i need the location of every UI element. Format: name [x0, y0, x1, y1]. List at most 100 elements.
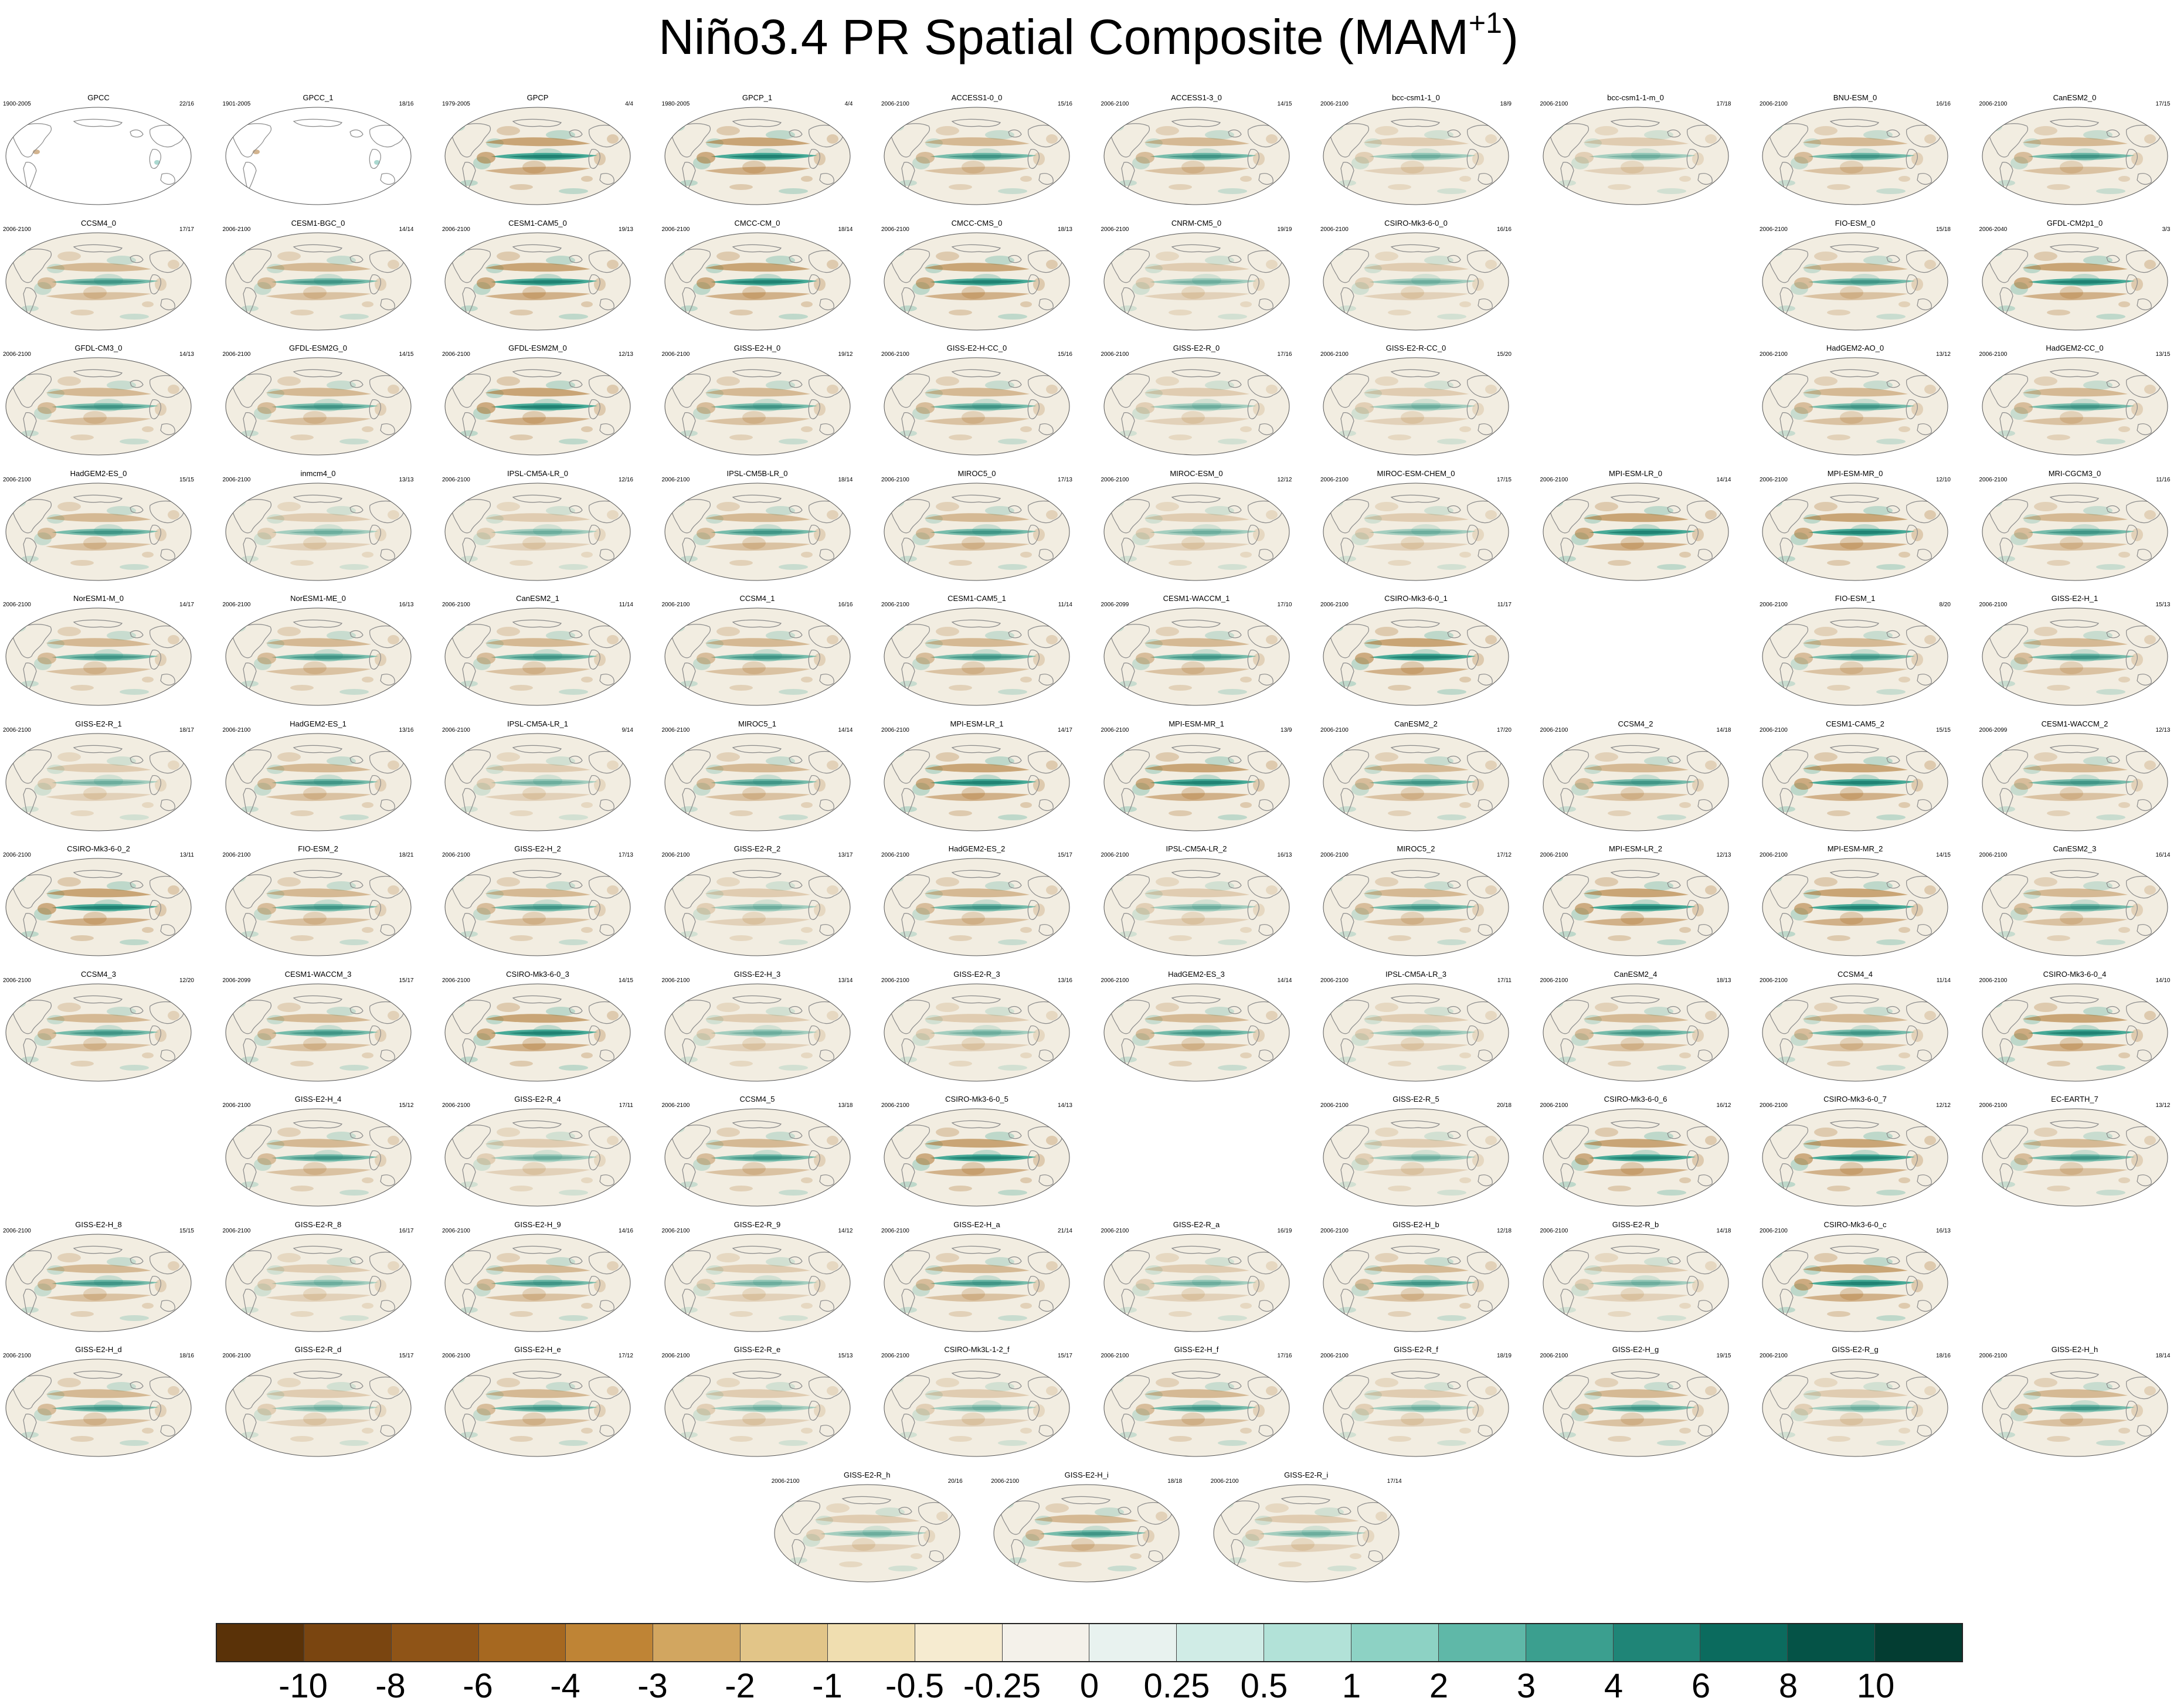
panel-period: 2006-2100	[771, 1478, 800, 1485]
panel-period: 2006-2100	[661, 226, 690, 233]
precip-anomaly-map	[884, 483, 1070, 580]
precip-anomaly-map	[664, 858, 850, 956]
panel-event-count: 16/16	[838, 602, 853, 608]
panel-event-count: 3/3	[2162, 226, 2171, 233]
panel-event-count: 17/12	[618, 1353, 633, 1359]
panel-period: 2006-2100	[881, 726, 909, 734]
panel-event-count: 17/11	[619, 1102, 633, 1109]
precip-anomaly-map	[774, 1484, 960, 1582]
map-panel: GISS-E2-H_2 2006-2100 17/13	[441, 844, 634, 965]
panel-period: 2006-2100	[3, 351, 31, 358]
precip-anomaly-map	[5, 483, 192, 580]
panel-event-count: 12/12	[1935, 1102, 1951, 1109]
panel-period: 2006-2100	[661, 1227, 690, 1234]
colorbar-tick-label: -6	[463, 1667, 493, 1705]
panel-event-count: 15/16	[1057, 351, 1072, 358]
panel-period: 2006-2100	[3, 726, 31, 734]
precip-anomaly-map	[884, 983, 1070, 1081]
precip-anomaly-map	[884, 607, 1070, 706]
panel-event-count: 16/14	[2155, 852, 2171, 858]
panel-period: 2006-2100	[442, 226, 470, 233]
panel-event-count: 14/13	[179, 351, 194, 358]
panel-event-count: 14/14	[399, 226, 414, 233]
precip-anomaly-map	[1103, 733, 1289, 831]
panel-period: 2006-2100	[661, 977, 690, 984]
panel-model-name: GISS-E2-R_9	[733, 1220, 781, 1229]
precip-anomaly-map	[444, 232, 631, 330]
precip-anomaly-map	[444, 357, 631, 456]
map-panel: GISS-E2-H_b 2006-2100 12/18	[1319, 1220, 1513, 1340]
panel-period: 2006-2100	[222, 351, 251, 358]
panel-event-count: 18/14	[2155, 1353, 2171, 1359]
map-panel: GFDL-ESM2M_0 2006-2100 12/13	[441, 344, 634, 464]
colorbar-tick-label: 1	[1341, 1667, 1361, 1705]
map-panel: CSIRO-Mk3-6-0_7 2006-2100 12/12	[1758, 1095, 1952, 1215]
map-panel: GISS-E2-R_i 2006-2100 17/14	[1210, 1471, 1403, 1591]
panel-event-count: 11/14	[619, 602, 633, 608]
panel-model-name: MPI-ESM-MR_0	[1827, 468, 1883, 478]
colorbar-ticks: -10 -8 -6 -4 -3 -2 -1 -0.5 -0.25 0 0.25 0.5 1 2 3 4 6 8 10	[0, 1667, 2177, 1708]
panel-model-name: HadGEM2-ES_1	[290, 719, 347, 728]
panel-model-name: FIO-ESM_2	[298, 844, 338, 853]
panel-model-name: GISS-E2-R_i	[1284, 1470, 1329, 1479]
panel-period: 2006-2100	[3, 226, 31, 233]
map-panel: CanESM2_4 2006-2100 18/13	[1539, 970, 1733, 1090]
panel-period: 2006-2100	[1101, 852, 1129, 858]
colorbar-swatch	[1351, 1624, 1439, 1661]
panel-model-name: CESM1-BGC_0	[291, 218, 345, 227]
precip-anomaly-map	[444, 607, 631, 706]
panel-model-name: CESM1-WACCM_3	[284, 969, 352, 979]
precip-anomaly-map	[5, 1359, 192, 1457]
panel-model-name: GISS-E2-H_h	[2051, 1345, 2098, 1354]
panel-event-count: 19/15	[1716, 1353, 1731, 1359]
panel-model-name: GISS-E2-H_d	[75, 1345, 122, 1354]
panel-event-count: 17/16	[1277, 1353, 1292, 1359]
panel-model-name: CSIRO-Mk3L-1-2_f	[944, 1345, 1010, 1354]
panel-model-name: GISS-E2-H_a	[953, 1220, 1000, 1229]
panel-model-name: CSIRO-Mk3-6-0_0	[1384, 218, 1448, 227]
panel-model-name: GISS-E2-H_8	[75, 1220, 122, 1229]
panel-model-name: MIROC5_2	[1397, 844, 1435, 853]
panel-model-name: GFDL-ESM2G_0	[289, 344, 347, 352]
panel-period: 2006-2100	[222, 226, 251, 233]
colorbar-swatch	[1002, 1624, 1090, 1661]
precip-anomaly-map	[444, 1108, 631, 1207]
panel-model-name: HadGEM2-ES_3	[1168, 969, 1225, 979]
panel-period: 2006-2100	[1760, 852, 1788, 858]
map-panel: GISS-E2-H_i 2006-2100 18/18	[990, 1471, 1183, 1591]
precip-anomaly-map	[1103, 983, 1289, 1081]
map-panel: HadGEM2-CC_0 2006-2100 13/15	[1978, 344, 2172, 464]
panel-event-count: 15/15	[179, 476, 194, 483]
panel-period: 2006-2100	[1979, 1102, 2008, 1109]
map-panel: GISS-E2-R_g 2006-2100 18/16	[1758, 1345, 1952, 1465]
colorbar-swatch	[1526, 1624, 1614, 1661]
panel-model-name: HadGEM2-CC_0	[2046, 344, 2104, 352]
panel-model-name: CSIRO-Mk3-6-0_6	[1604, 1095, 1667, 1103]
panel-model-name: GISS-E2-R_f	[1394, 1345, 1438, 1354]
panel-model-name: CSIRO-Mk3-6-0_c	[1823, 1220, 1887, 1229]
panel-period: 2006-2100	[1320, 226, 1349, 233]
map-panel: GISS-E2-R_b 2006-2100 14/18	[1539, 1220, 1733, 1340]
panel-event-count: 15/17	[1057, 852, 1072, 858]
panel-event-count: 18/13	[1716, 977, 1731, 984]
map-panel: MPI-ESM-LR_2 2006-2100 12/13	[1539, 844, 1733, 965]
map-panel: IPSL-CM5A-LR_1 2006-2100 9/14	[441, 719, 634, 840]
panel-model-name: GPCP	[527, 93, 549, 102]
precip-anomaly-map	[664, 107, 850, 205]
panel-period: 2006-2100	[442, 726, 470, 734]
panel-event-count: 13/18	[838, 1102, 853, 1109]
panel-period: 2006-2100	[1320, 1353, 1349, 1359]
precip-anomaly-map	[884, 733, 1070, 831]
panel-period: 2006-2100	[881, 852, 909, 858]
panel-period: 2006-2100	[442, 602, 470, 608]
panel-event-count: 14/17	[1057, 726, 1072, 734]
precip-anomaly-map	[664, 483, 850, 580]
map-panel: MPI-ESM-MR_1 2006-2100 13/9	[1100, 719, 1293, 840]
panel-period: 2006-2100	[1540, 1227, 1568, 1234]
precip-anomaly-map	[225, 357, 411, 456]
panel-model-name: CSIRO-Mk3-6-0_1	[1384, 594, 1448, 603]
precip-anomaly-map	[225, 1359, 411, 1457]
panel-period: 2006-2100	[1101, 101, 1129, 107]
colorbar-swatch	[1700, 1624, 1788, 1661]
panel-period: 2006-2100	[1760, 476, 1788, 483]
